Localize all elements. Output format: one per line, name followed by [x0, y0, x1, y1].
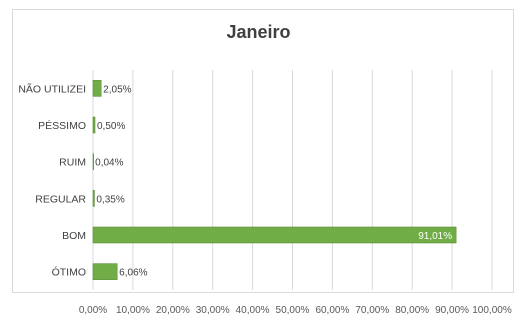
- data-label: 2,05%: [103, 84, 131, 95]
- chart-title: Janeiro: [226, 22, 291, 42]
- category-label: RUIM: [59, 157, 86, 169]
- chart-border: [12, 9, 514, 293]
- x-tick-label: 80,00%: [395, 305, 429, 316]
- category-label: NÃO UTILIZEI: [18, 82, 86, 95]
- category-label: PÉSSIMO: [38, 119, 86, 132]
- x-tick-label: 70,00%: [355, 305, 389, 316]
- bar: [92, 116, 96, 134]
- category-label: REGULAR: [35, 193, 86, 205]
- bar: [92, 80, 102, 97]
- bar: [92, 153, 94, 170]
- data-label: 0,50%: [97, 121, 125, 132]
- x-tick-label: 0,00%: [79, 305, 107, 316]
- bar: [92, 263, 118, 280]
- x-tick-label: 60,00%: [315, 305, 349, 316]
- category-label: BOM: [62, 230, 86, 242]
- x-tick-label: 100,00%: [472, 305, 512, 316]
- bar: [92, 226, 457, 244]
- x-tick-label: 10,00%: [116, 305, 150, 316]
- data-label: 0,04%: [95, 158, 123, 169]
- x-tick-label: 50,00%: [276, 305, 310, 316]
- data-label: 0,35%: [96, 194, 124, 205]
- x-tick-label: 20,00%: [156, 305, 190, 316]
- data-label: 91,01%: [418, 231, 452, 242]
- category-label: ÓTIMO: [52, 266, 86, 279]
- data-label: 6,06%: [119, 268, 147, 279]
- x-tick-label: 30,00%: [196, 305, 230, 316]
- x-tick-label: 90,00%: [435, 305, 469, 316]
- x-tick-label: 40,00%: [236, 305, 270, 316]
- bar: [92, 190, 95, 207]
